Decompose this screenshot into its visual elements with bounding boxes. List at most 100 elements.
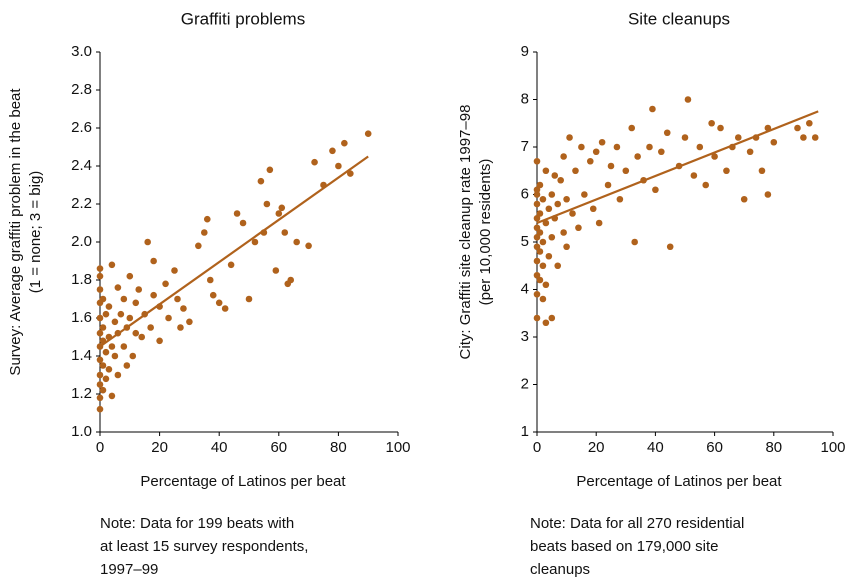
point (542, 281, 550, 289)
point (539, 238, 547, 246)
point (539, 262, 547, 270)
point (592, 148, 600, 156)
point (604, 181, 612, 189)
point (114, 371, 122, 379)
point (548, 233, 556, 241)
point (123, 362, 131, 369)
point (536, 229, 544, 236)
y-tick-label: 8 (521, 90, 529, 107)
point (658, 148, 665, 156)
chart-title: Graffiti problems (181, 9, 305, 28)
point (287, 276, 295, 284)
point (105, 366, 113, 373)
point (533, 243, 541, 251)
y-tick-label: 2.0 (71, 233, 92, 250)
point (147, 324, 154, 331)
y-axis-label: City: Graffiti site cleanup rate 1997–98 (457, 105, 474, 360)
y-axis-label: Survey: Average graffiti problem in the … (7, 88, 24, 376)
point (723, 167, 730, 175)
point (105, 303, 113, 310)
y-tick-label: 3.0 (71, 43, 92, 60)
point (545, 205, 553, 213)
point (539, 195, 547, 203)
point (539, 295, 547, 303)
point (536, 181, 544, 189)
point (690, 172, 698, 179)
point (578, 143, 585, 151)
x-axis-label: Percentage of Latinos per beat (576, 473, 782, 490)
point (666, 243, 674, 251)
point (135, 286, 143, 293)
x-tick-label: 20 (151, 439, 168, 456)
point (563, 195, 570, 203)
point (684, 96, 692, 103)
point (129, 352, 137, 360)
point (794, 124, 801, 132)
point (589, 205, 597, 213)
point (209, 291, 217, 299)
point (180, 305, 187, 312)
point (251, 238, 259, 246)
point (132, 329, 140, 337)
point (96, 272, 104, 280)
point (221, 305, 229, 312)
point (144, 238, 151, 246)
point (96, 381, 104, 388)
point (663, 129, 671, 137)
point (548, 191, 556, 198)
point (347, 170, 354, 177)
point (111, 318, 119, 326)
point (734, 134, 742, 141)
point (245, 295, 253, 303)
point (108, 343, 116, 350)
point (586, 157, 594, 165)
point (717, 124, 724, 132)
point (96, 394, 104, 402)
point (598, 138, 606, 146)
point (215, 299, 223, 307)
y-tick-label: 7 (521, 138, 529, 155)
point (120, 295, 128, 303)
x-tick-label: 80 (330, 439, 347, 456)
point (263, 200, 271, 208)
point (341, 139, 348, 147)
point (634, 153, 641, 160)
point (533, 233, 541, 241)
point (595, 219, 603, 227)
point (554, 200, 562, 208)
point (108, 261, 116, 269)
y-tick-label: 9 (521, 43, 529, 60)
point (711, 153, 718, 160)
point (99, 362, 107, 369)
point (702, 181, 710, 189)
point (233, 210, 241, 217)
point (551, 172, 559, 179)
trend-line (99, 155, 369, 348)
point (138, 333, 146, 341)
y-tick-label: 3 (521, 328, 529, 345)
point (150, 257, 157, 265)
point (533, 290, 541, 298)
point (560, 229, 567, 236)
x-tick-label: 80 (765, 439, 782, 456)
point (126, 272, 134, 280)
point (311, 158, 318, 166)
y-tick-label: 1.0 (71, 423, 92, 440)
point (108, 392, 116, 400)
point (150, 291, 157, 299)
point (533, 157, 541, 165)
point (272, 267, 280, 274)
point (96, 356, 104, 364)
point (117, 310, 125, 318)
point (96, 405, 104, 413)
point (708, 119, 715, 127)
point (99, 386, 107, 394)
note: at least 15 survey respondents, (100, 538, 308, 555)
point (572, 167, 579, 175)
point (536, 248, 544, 255)
point (257, 177, 265, 185)
point (171, 267, 178, 274)
point (533, 214, 541, 222)
point (102, 310, 110, 318)
